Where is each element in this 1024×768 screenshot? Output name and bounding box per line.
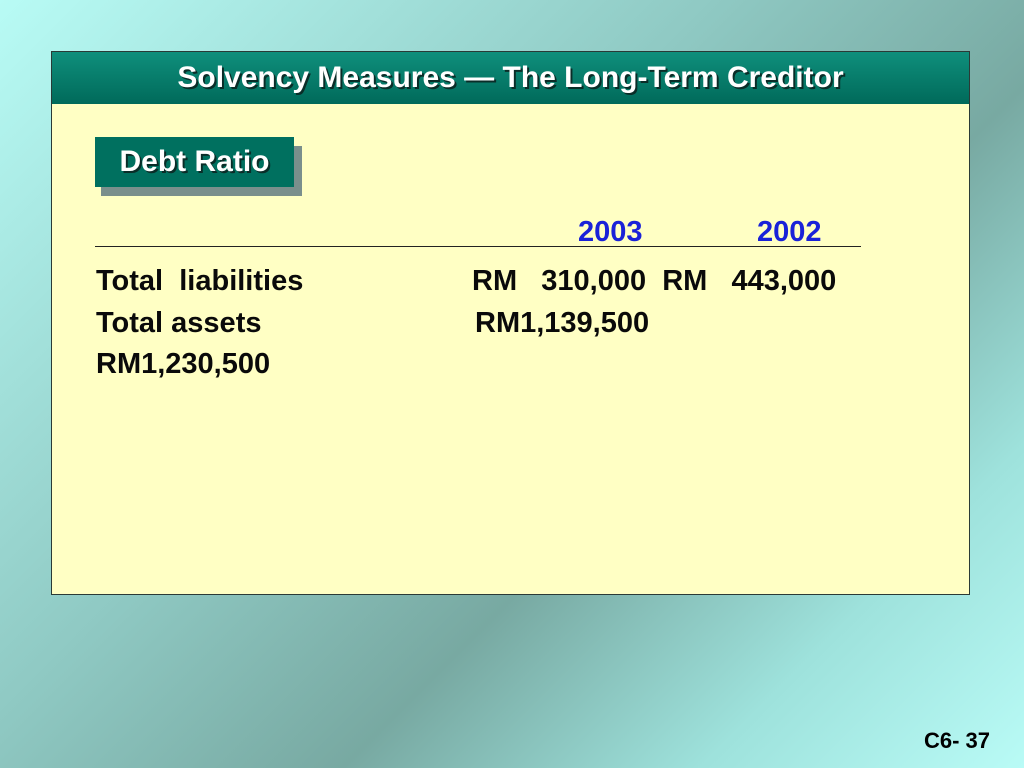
content-panel: Solvency Measures — The Long-Term Credit… (51, 51, 970, 595)
header-rule (95, 246, 861, 247)
section-badge: Debt Ratio (95, 137, 294, 187)
row-values-total-assets: RM1,139,500 (475, 307, 650, 339)
column-header-2003: 2003 (578, 216, 643, 248)
slide-number: C6- 37 (923, 728, 990, 753)
row-values-total-liabilities: RM 310,000 RM 443,000 (472, 265, 837, 297)
row-label-total-assets: Total assets (96, 307, 262, 339)
slide-title: Solvency Measures — The Long-Term Credit… (52, 52, 969, 104)
column-header-2002: 2002 (757, 216, 822, 248)
row-label-wrapped-value: RM1,230,500 (96, 348, 271, 380)
row-label-total-liabilities: Total liabilities (96, 265, 304, 297)
